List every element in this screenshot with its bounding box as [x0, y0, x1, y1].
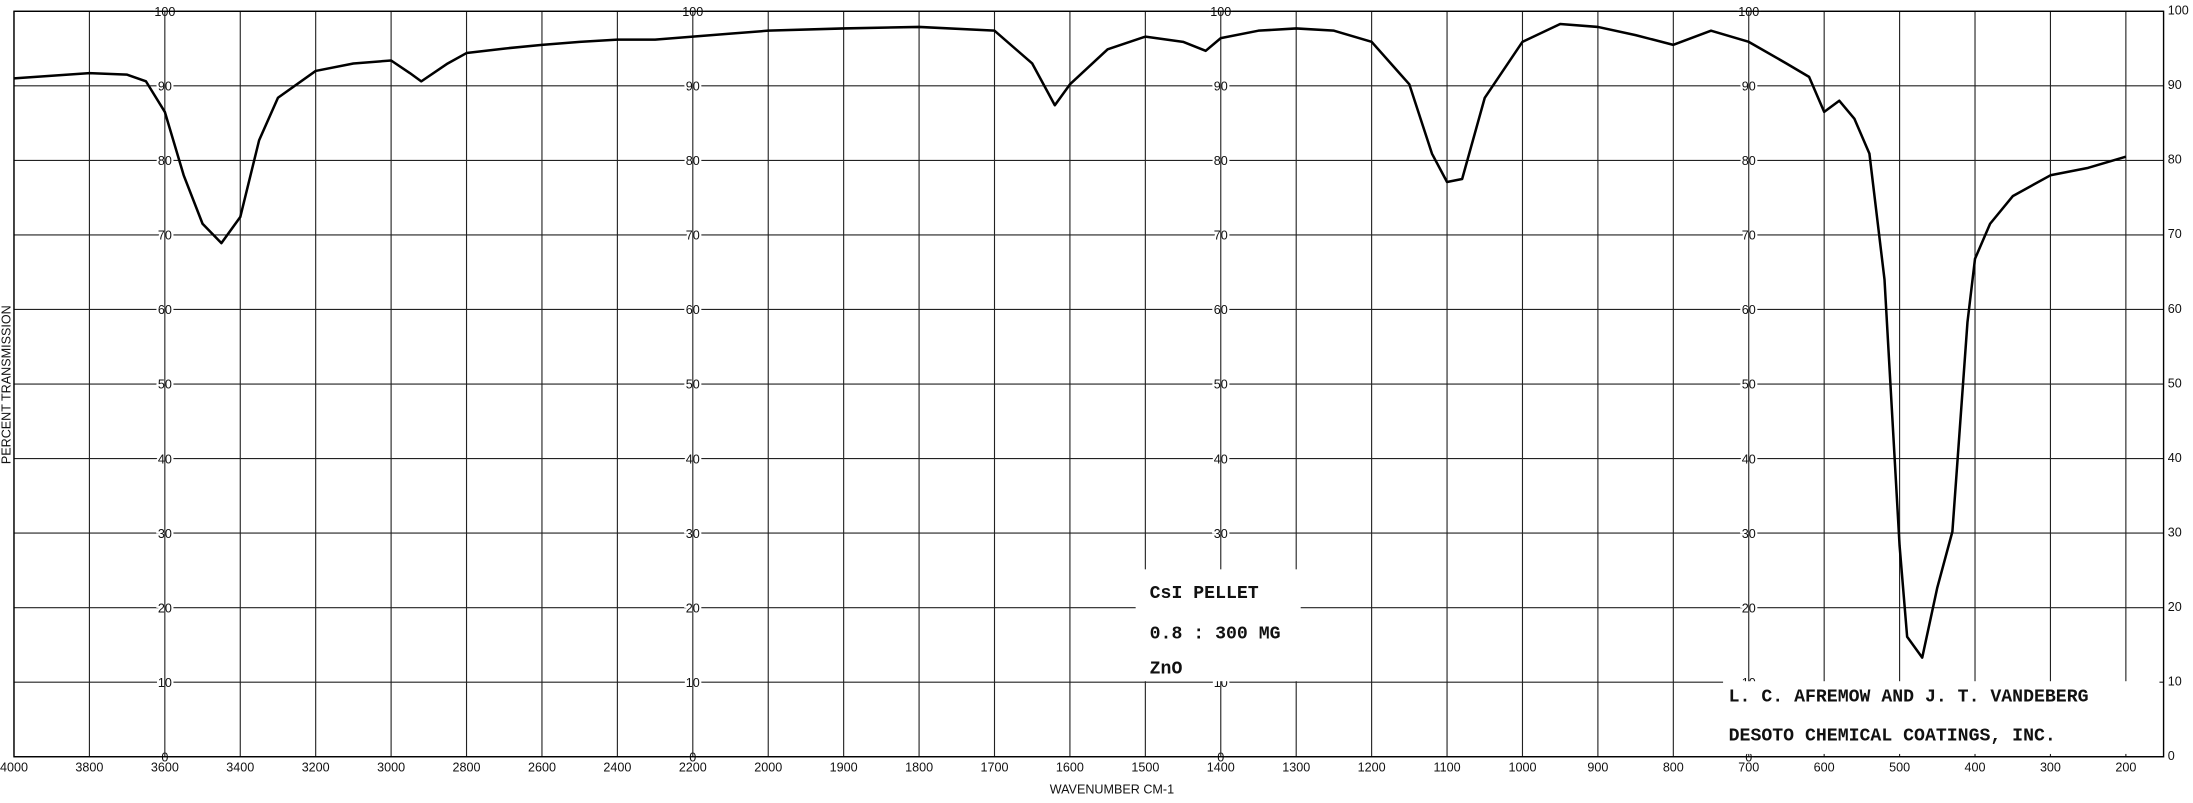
y-tick-label: 0: [2168, 749, 2175, 763]
x-tick-label: 1500: [1131, 760, 1159, 774]
x-tick-label: 1100: [1434, 760, 1461, 774]
annotation: ZnO: [1150, 659, 1183, 679]
annotation: CsI PELLET: [1150, 584, 1259, 604]
y-tick-label: 20: [2168, 600, 2182, 614]
spectrum-line: [13, 22, 2127, 659]
note-box: [1135, 569, 1301, 682]
annotation: 0.8 : 300 MG: [1150, 624, 1281, 644]
y-axis-label: PERCENT TRANSMISSION: [0, 305, 13, 464]
x-tick-label: 2400: [603, 760, 631, 774]
x-tick-label: 600: [1814, 760, 1835, 774]
y-tick-label: 50: [2168, 376, 2182, 390]
x-tick-label: 2600: [528, 760, 556, 774]
plot: [13, 22, 2127, 659]
x-axis-label: WAVENUMBER CM-1: [1050, 783, 1174, 797]
x-tick-label: 400: [1965, 760, 1986, 774]
x-tick-label: 1700: [981, 760, 1009, 774]
x-tick-label: 1900: [830, 760, 858, 774]
x-tick-label: 800: [1663, 760, 1684, 774]
x-tick-label: 200: [2115, 760, 2136, 774]
x-tick-label: 2000: [754, 760, 782, 774]
y-tick-label: 80: [2168, 153, 2182, 167]
x-tick-label: 1400: [1207, 760, 1235, 774]
y-tick-label: 0: [1217, 750, 1224, 764]
x-tick-label: 2200: [679, 760, 707, 774]
y-tick-label: 100: [2168, 4, 2189, 18]
y-tick-label: 30: [2168, 525, 2182, 539]
annotation: L. C. AFREMOW AND J. T. VANDEBERG: [1729, 687, 2089, 707]
x-tick-label: 1200: [1358, 760, 1386, 774]
x-tick-label: 700: [1738, 760, 1759, 774]
y-tick-label: 10: [2168, 675, 2182, 689]
x-tick-label: 900: [1587, 760, 1608, 774]
x-tick-label: 300: [2040, 760, 2061, 774]
y-tick-label: 40: [2168, 451, 2182, 465]
x-tick-label: 3400: [226, 760, 254, 774]
y-tick-label: 70: [2168, 227, 2182, 241]
x-tick-label: 2800: [453, 760, 481, 774]
x-tick-label: 1000: [1508, 760, 1536, 774]
x-tick-label: 3800: [75, 760, 103, 774]
y-tick-label: 0: [689, 750, 696, 764]
y-tick-label: 60: [2168, 302, 2182, 316]
y-tick-label: 0: [161, 750, 168, 764]
x-tick-label: 3200: [302, 760, 330, 774]
annotation: DESOTO CHEMICAL COATINGS, INC.: [1729, 727, 2056, 747]
y-tick-label: 0: [1745, 750, 1752, 764]
x-tick-label: 1800: [905, 760, 933, 774]
x-tick-label: 1300: [1282, 760, 1310, 774]
notes: CsI PELLET 0.8 : 300 MG ZnO L. C. AFREMO…: [1135, 569, 2160, 754]
plot-frame: [13, 10, 2165, 758]
x-tick-label: 3600: [151, 760, 179, 774]
grid: 0000010101010102020202020303030303040404…: [0, 3, 2189, 774]
x-tick-label: 4000: [0, 760, 28, 774]
y-tick-label: 90: [2168, 78, 2182, 92]
x-tick-label: 3000: [377, 760, 405, 774]
x-tick-label: 1600: [1056, 760, 1084, 774]
note-box: [1723, 681, 2160, 754]
x-tick-label: 500: [1889, 760, 1910, 774]
